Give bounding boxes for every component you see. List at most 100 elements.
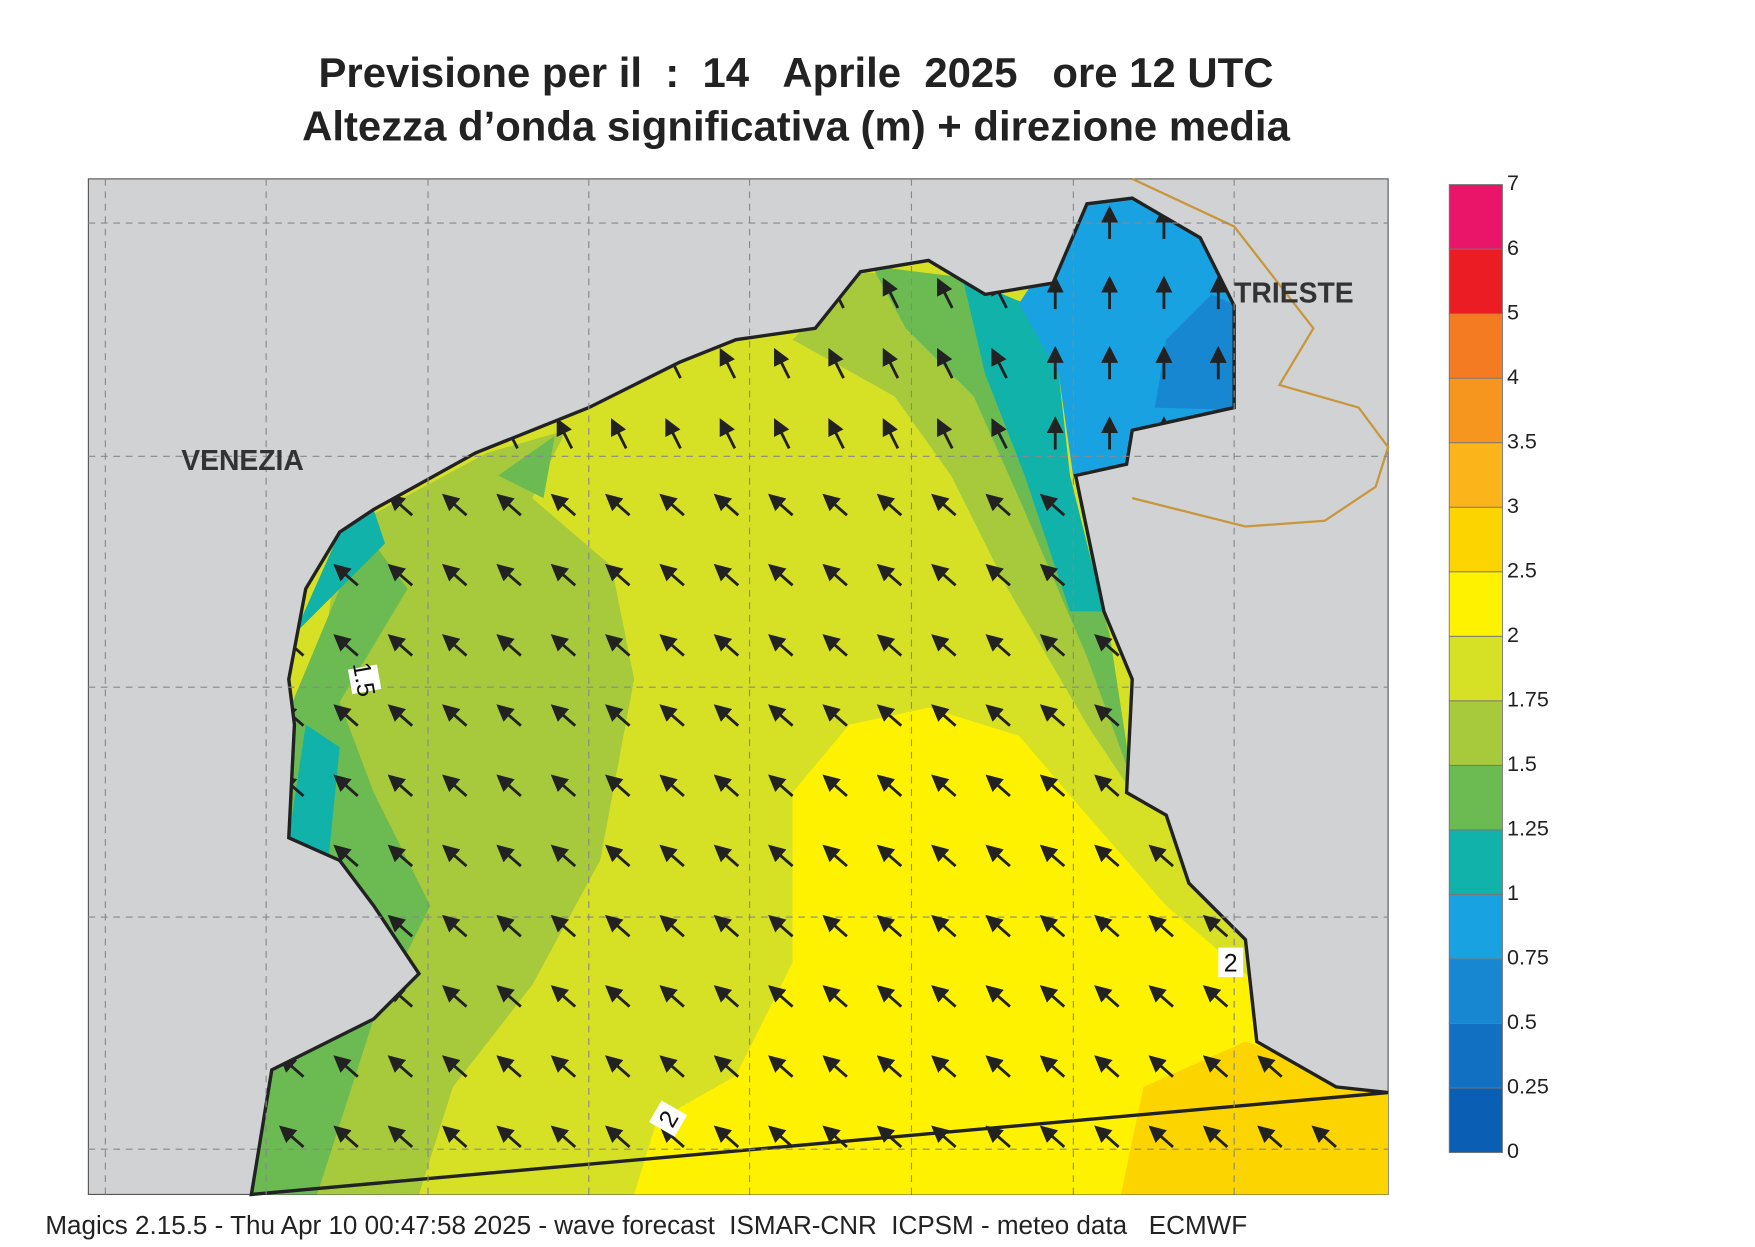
direction-arrow [713,844,740,868]
direction-arrow [876,774,903,797]
direction-arrow [442,1055,468,1078]
direction-arrow [605,704,631,727]
direction-arrow [1039,634,1066,657]
direction-arrow [713,634,740,657]
subtitle: Altezza d’onda significativa (m) + direz… [302,102,1290,149]
direction-arrow [442,774,468,797]
contour-label-box [1218,947,1244,978]
direction-arrow [496,704,522,727]
colorbar-band [1448,1087,1503,1154]
direction-arrow [496,634,522,657]
direction-arrow [387,844,414,868]
direction-arrow [611,418,628,449]
direction-arrow [937,347,954,379]
colorbar-label: 1.25 [1507,817,1549,841]
direction-arrow [991,347,1008,379]
direction-arrow [822,844,848,868]
colorbar-label: 1.5 [1507,752,1537,776]
direction-arrow [768,634,794,657]
direction-arrow [1148,1125,1174,1148]
contour-label: 2 [1224,949,1238,977]
coastline [249,196,1389,1197]
direction-arrow [882,277,900,309]
direction-arrow [768,493,794,517]
direction-arrow [1039,493,1066,517]
direction-arrow [931,493,957,517]
direction-arrow [605,493,631,517]
direction-arrow [387,914,414,938]
direction-arrow [550,1125,577,1148]
direction-arrow [828,418,845,449]
direction-arrow [713,914,740,938]
direction-arrow [985,844,1011,868]
colorbar-label: 1 [1507,881,1519,905]
direction-arrow [659,985,685,1008]
colorbar-band [1448,700,1503,766]
direction-arrow [822,493,848,517]
colorbar-label: 7 [1507,171,1519,195]
direction-arrow [659,844,685,868]
colorbar-band [1448,635,1503,702]
direction-arrow [822,914,848,938]
direction-arrow [882,347,900,379]
direction-arrow [1094,1055,1120,1078]
colorbar-band [1448,313,1503,379]
direction-arrow [550,563,577,587]
direction-arrow [822,985,848,1008]
direction-arrow [713,563,740,587]
direction-arrow [278,1125,305,1148]
colorbar: 0 0.25 0.5 0.75 1 1.25 1.5 1.75 2 2.5 3 3.5 4 5 6 7 [1448,171,1549,1163]
colorbar-label: 2 [1507,623,1519,647]
direction-arrow [774,418,791,449]
direction-arrow [333,774,359,797]
direction-arrow [1094,914,1120,938]
direction-arrow [768,844,794,868]
direction-arrow [768,1125,794,1148]
direction-arrow [719,347,737,379]
wave-field [1154,294,1237,410]
direction-arrow [931,704,957,727]
direction-arrow [985,914,1011,938]
direction-arrow [659,704,685,727]
colorbar-band [1448,248,1503,315]
direction-arrow [1148,985,1174,1008]
direction-arrow [719,418,737,449]
direction-arrow [1039,704,1066,727]
direction-arrow [876,985,903,1008]
direction-arrow [985,704,1011,727]
direction-arrow [659,563,685,587]
colorbar-band [1448,506,1503,573]
direction-arrow [991,418,1008,449]
direction-arrow [496,1125,522,1148]
direction-arrow [931,1125,957,1148]
direction-arrow [985,493,1011,517]
direction-arrow [556,418,574,449]
colorbar-band [1448,442,1503,508]
colorbar-label: 4 [1507,365,1519,389]
colorbar-label: 3.5 [1507,429,1537,453]
title: Previsione per il : 14 Aprile 2025 ore 1… [318,49,1273,96]
direction-arrow [822,704,848,727]
city-label: VENEZIA [181,444,304,476]
direction-arrow [387,493,414,517]
direction-arrow [1039,1125,1066,1148]
direction-arrow [1094,774,1120,797]
direction-arrow [1311,1125,1337,1148]
direction-arrow [550,493,577,517]
direction-arrow [1094,634,1120,657]
colorbar-label: 0.5 [1507,1010,1537,1034]
direction-arrow [333,844,359,868]
direction-arrow [768,1055,794,1078]
direction-arrow [605,1055,631,1078]
colorbar-band [1448,893,1503,960]
direction-arrow [442,563,468,587]
direction-arrow [713,985,740,1008]
city-label: TRIESTE [1234,276,1354,308]
direction-arrow [931,634,957,657]
direction-arrow [876,844,903,868]
direction-arrow [1257,1055,1283,1078]
direction-arrow [1039,844,1066,868]
direction-arrow [387,704,414,727]
direction-arrow [659,774,685,797]
direction-arrow [550,774,577,797]
